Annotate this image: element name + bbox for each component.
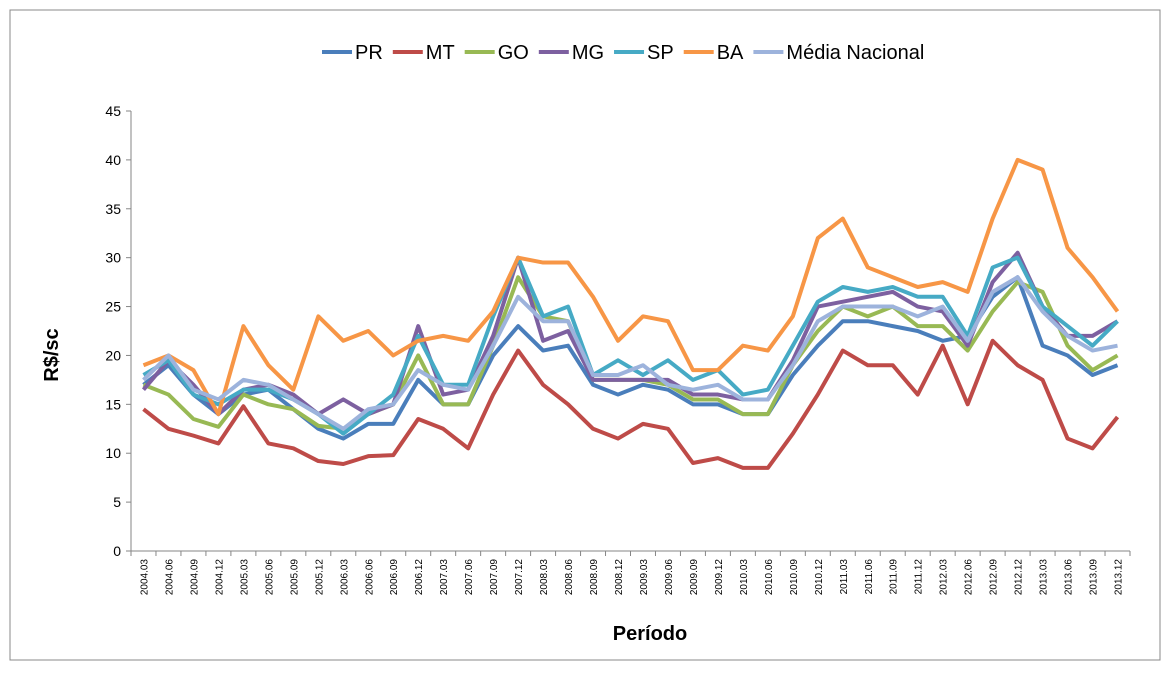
x-tick-label: 2009.09 xyxy=(689,559,700,596)
series-line xyxy=(142,157,1120,417)
x-tick-label: 2005.09 xyxy=(289,559,300,596)
legend-label: PR xyxy=(355,42,383,64)
legend-label: Média Nacional xyxy=(786,42,924,64)
x-tick-label: 2008.12 xyxy=(614,559,625,596)
x-tick-label: 2005.03 xyxy=(239,559,250,596)
x-tick-label: 2010.12 xyxy=(814,559,825,596)
y-tick-label: 20 xyxy=(105,347,121,363)
y-tick-label: 15 xyxy=(105,396,121,412)
y-tick-label: 10 xyxy=(105,445,121,461)
x-tick-label: 2013.06 xyxy=(1064,559,1075,596)
x-tick-label: 2010.06 xyxy=(764,559,775,596)
legend-label: MG xyxy=(572,42,604,64)
x-tick-label: 2011.03 xyxy=(839,559,850,595)
y-tick-label: 40 xyxy=(105,152,121,168)
x-tick-label: 2013.09 xyxy=(1089,559,1100,596)
x-tick-label: 2006.03 xyxy=(339,559,350,596)
x-tick-label: 2007.09 xyxy=(489,559,500,596)
x-tick-label: 2008.09 xyxy=(589,559,600,596)
x-tick-label: 2006.12 xyxy=(414,559,425,596)
x-tick-label: 2012.12 xyxy=(1014,559,1025,596)
series-line xyxy=(142,338,1120,470)
x-tick-label: 2012.09 xyxy=(989,559,1000,596)
series-line xyxy=(142,275,1118,431)
y-tick-label: 25 xyxy=(105,299,121,315)
x-tick-label: 2009.06 xyxy=(664,559,675,596)
y-tick-label: 30 xyxy=(105,250,121,266)
x-tick-label: 2009.12 xyxy=(714,559,725,596)
x-tick-label: 2012.03 xyxy=(939,559,950,596)
x-tick-label: 2008.03 xyxy=(539,559,550,596)
x-tick-label: 2011.12 xyxy=(914,559,925,595)
y-tick-label: 0 xyxy=(113,543,121,559)
x-tick-label: 2010.03 xyxy=(739,559,750,596)
chart-border xyxy=(9,9,1161,661)
y-tick-label: 45 xyxy=(105,103,121,119)
legend-label: GO xyxy=(498,42,529,64)
x-tick-label: 2007.03 xyxy=(439,559,450,596)
y-tick-label: 5 xyxy=(113,494,121,510)
x-tick-label: 2011.06 xyxy=(864,559,875,595)
x-tick-label: 2010.09 xyxy=(789,559,800,596)
x-tick-label: 2005.06 xyxy=(264,559,275,596)
x-tick-label: 2013.03 xyxy=(1039,559,1050,596)
x-tick-label: 2006.09 xyxy=(389,559,400,596)
x-tick-label: 2004.12 xyxy=(214,559,225,596)
legend-label: BA xyxy=(717,42,744,64)
legend-label: MT xyxy=(426,42,455,64)
x-tick-label: 2009.03 xyxy=(639,559,650,596)
x-axis-label: Período xyxy=(613,623,687,645)
x-tick-label: 2004.09 xyxy=(189,559,200,596)
x-tick-label: 2006.06 xyxy=(364,559,375,596)
legend-label: SP xyxy=(647,42,674,64)
series-line xyxy=(141,250,1119,417)
x-tick-label: 2007.06 xyxy=(464,559,475,596)
x-tick-label: 2011.09 xyxy=(889,559,900,595)
x-tick-label: 2012.06 xyxy=(964,559,975,596)
y-tick-label: 35 xyxy=(105,201,121,217)
x-tick-label: 2005.12 xyxy=(314,559,325,596)
x-tick-label: 2004.03 xyxy=(139,559,150,596)
x-tick-label: 2007.12 xyxy=(514,559,525,596)
x-tick-label: 2004.06 xyxy=(164,559,175,596)
x-tick-label: 2008.06 xyxy=(564,559,575,596)
y-axis-label: R$/sc xyxy=(41,328,63,381)
x-tick-label: 2013.12 xyxy=(1114,559,1125,596)
